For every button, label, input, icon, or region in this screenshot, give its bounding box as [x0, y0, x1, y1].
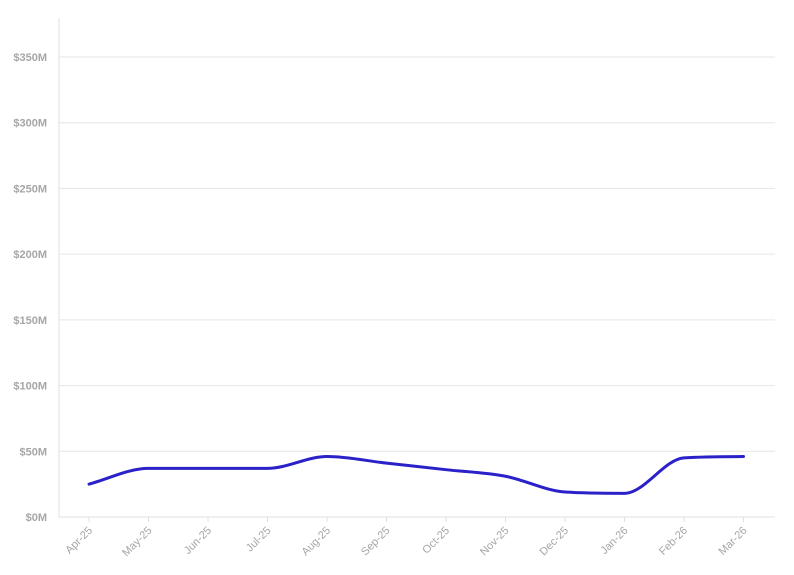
y-tick-label: $50M: [19, 446, 47, 458]
data-point: [384, 460, 390, 466]
y-tick-label: $350M: [13, 52, 47, 64]
x-tick-label: Oct-25: [420, 525, 452, 557]
y-tick-label: $300M: [13, 118, 47, 130]
series: [86, 454, 747, 496]
data-point: [741, 454, 747, 460]
y-tick-label: $250M: [13, 183, 47, 195]
x-tick-label: Jun-25: [182, 525, 214, 557]
data-point: [562, 489, 568, 495]
y-tick-label: $0M: [26, 512, 47, 524]
axes: [58, 18, 775, 518]
x-tick-label: Mar-26: [716, 525, 749, 558]
data-point: [324, 454, 330, 460]
data-point: [86, 481, 92, 487]
data-point: [205, 465, 211, 471]
y-axis-ticks: $0M $50M $100M $150M $200M $250M $300M $350M: [13, 52, 47, 524]
data-point: [265, 465, 271, 471]
x-axis-ticks: Apr-25 May-25 Jun-25 Jul-25 Aug-25 Sep-25 Oct-…: [63, 517, 750, 559]
x-tick-label: May-25: [120, 525, 154, 559]
x-tick-label: Jul-25: [244, 525, 274, 555]
data-point: [681, 455, 687, 461]
x-tick-label: Feb-26: [657, 525, 690, 558]
y-tick-label: $200M: [13, 249, 47, 261]
data-point: [503, 473, 509, 479]
gridlines: [59, 56, 775, 452]
x-tick-label: Dec-25: [538, 525, 572, 559]
x-tick-label: Aug-25: [300, 525, 334, 559]
x-tick-label: Jan-26: [598, 525, 630, 557]
y-tick-label: $100M: [13, 381, 47, 393]
y-tick-label: $150M: [13, 315, 47, 327]
data-point: [443, 467, 449, 473]
series-line: [87, 455, 745, 495]
data-point: [146, 465, 152, 471]
data-point: [622, 490, 628, 496]
x-tick-label: Sep-25: [359, 525, 393, 559]
x-tick-label: Apr-25: [63, 525, 95, 557]
x-tick-label: Nov-25: [478, 525, 512, 559]
